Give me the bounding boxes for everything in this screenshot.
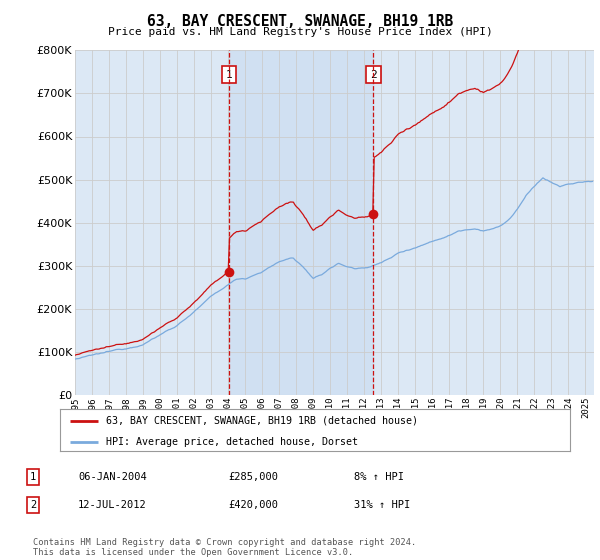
Text: 31% ↑ HPI: 31% ↑ HPI [354,500,410,510]
Text: 2: 2 [30,500,36,510]
Bar [229,50,373,395]
Text: £285,000: £285,000 [228,472,278,482]
Text: 8% ↑ HPI: 8% ↑ HPI [354,472,404,482]
Text: 06-JAN-2004: 06-JAN-2004 [78,472,147,482]
Text: HPI: Average price, detached house, Dorset: HPI: Average price, detached house, Dors… [106,437,358,446]
Text: 2: 2 [370,69,377,80]
Text: £420,000: £420,000 [228,500,278,510]
Text: 63, BAY CRESCENT, SWANAGE, BH19 1RB: 63, BAY CRESCENT, SWANAGE, BH19 1RB [147,14,453,29]
Text: Price paid vs. HM Land Registry's House Price Index (HPI): Price paid vs. HM Land Registry's House … [107,27,493,37]
Text: 12-JUL-2012: 12-JUL-2012 [78,500,147,510]
Text: 1: 1 [30,472,36,482]
Text: 1: 1 [226,69,232,80]
Text: Contains HM Land Registry data © Crown copyright and database right 2024.
This d: Contains HM Land Registry data © Crown c… [33,538,416,557]
Text: 63, BAY CRESCENT, SWANAGE, BH19 1RB (detached house): 63, BAY CRESCENT, SWANAGE, BH19 1RB (det… [106,416,418,426]
